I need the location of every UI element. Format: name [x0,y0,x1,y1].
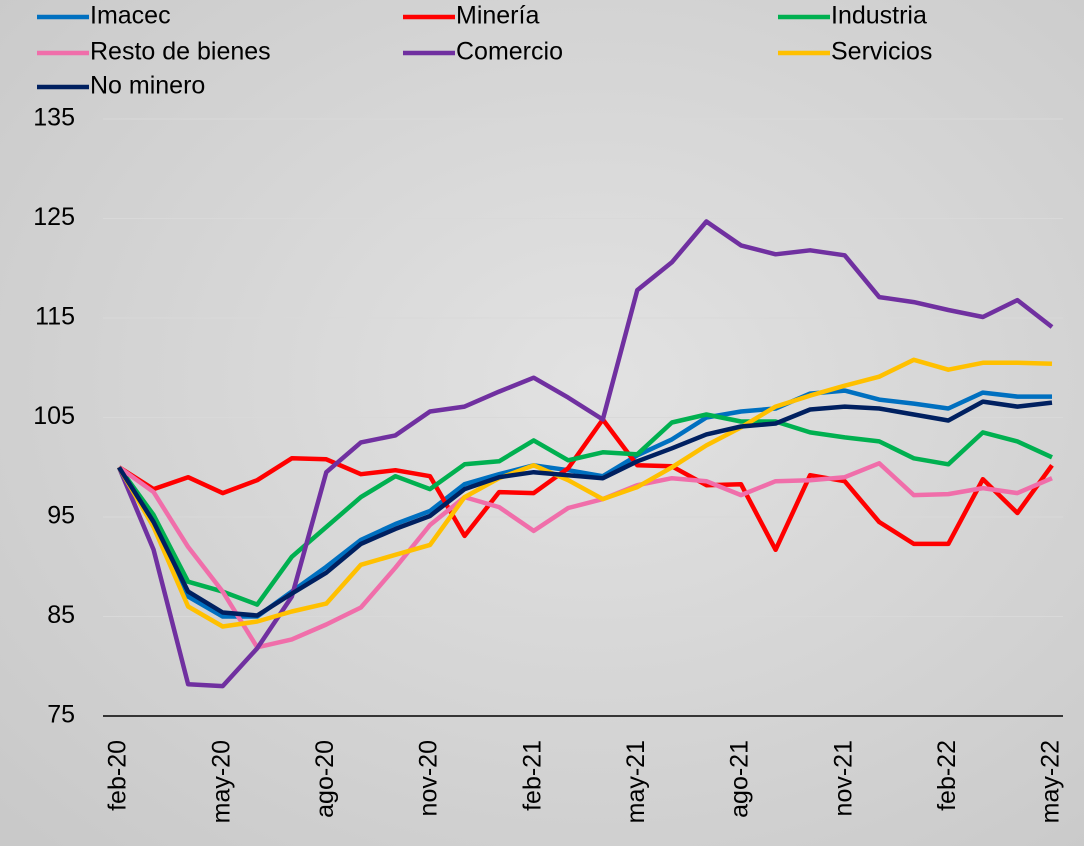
x-tick-label: feb-21 [518,740,546,811]
y-tick-label: 115 [35,303,75,331]
legend-label: Resto de bienes [90,38,271,66]
x-tick-label: nov-21 [829,740,857,816]
y-tick-label: 125 [33,203,75,231]
x-tick-label: may-20 [207,740,235,823]
y-tick-label: 95 [47,502,75,530]
legend-label: No minero [90,72,205,100]
legend-label: Minería [456,2,539,30]
legend-label: Comercio [456,38,563,66]
x-tick-label: nov-20 [415,740,443,816]
x-tick-label: feb-22 [933,740,961,811]
background [0,0,1084,846]
y-tick-label: 105 [33,402,75,430]
y-tick-label: 135 [33,104,75,132]
x-tick-label: feb-20 [104,740,132,811]
x-tick-label: ago-20 [311,740,339,818]
x-tick-label: ago-21 [726,740,754,818]
chart: 75 85 95 105 115 125 135 feb-20 may-20 ago-20 nov-… [0,0,1084,846]
y-tick-label: 75 [47,701,75,729]
y-tick-label: 85 [47,601,75,629]
legend-label: Servicios [831,38,932,66]
x-tick-label: may-21 [622,740,650,823]
legend-label: Imacec [90,2,171,30]
x-tick-label: may-22 [1037,740,1065,823]
legend-label: Industria [831,2,927,30]
